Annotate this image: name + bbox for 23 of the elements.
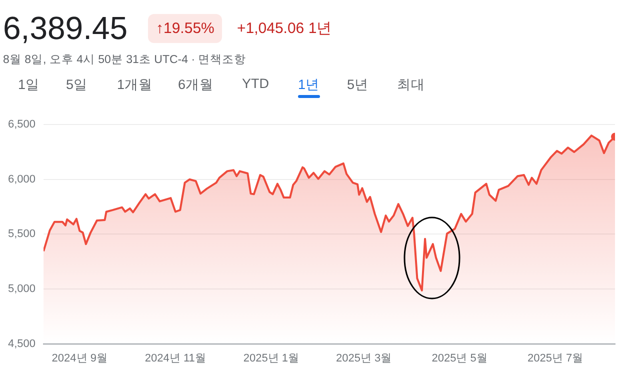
- text: 1일: [18, 76, 40, 94]
- x-tick-label: 2024년 9월: [52, 352, 108, 364]
- y-tick-label: 6,000: [8, 173, 36, 186]
- x-tick-label: 2024년 11월: [144, 352, 206, 364]
- text: ↑19.55%: [148, 14, 222, 43]
- text: +1,045.06 1년: [237, 19, 332, 39]
- text: 6개월: [178, 76, 214, 94]
- chart-title: 6,389.45: [3, 10, 128, 47]
- text: 1개월: [117, 76, 153, 94]
- y-tick-label: 4,500: [8, 338, 36, 350]
- text: 5일: [66, 76, 88, 94]
- text: 최대: [397, 76, 425, 94]
- text: 5년: [347, 76, 369, 94]
- y-tick-label: 5,000: [8, 283, 36, 296]
- text: 1년: [298, 76, 320, 94]
- y-tick-label: 5,500: [8, 228, 36, 240]
- chart-subtitle: 8월 8일, 오후 4시 50분 31초 UTC-4 · 면책조항: [3, 53, 246, 67]
- y-tick-label: 6,500: [8, 118, 36, 131]
- x-tick-label: 2025년 1월: [243, 352, 299, 364]
- text: YTD: [242, 76, 269, 91]
- x-tick-label: 2025년 3월: [336, 352, 392, 364]
- x-tick-label: 2025년 7월: [528, 352, 584, 364]
- x-tick-label: 2025년 5월: [432, 352, 488, 364]
